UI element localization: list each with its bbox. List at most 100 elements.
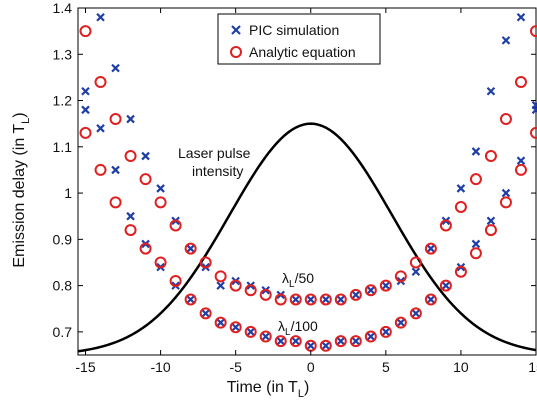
pic-point-stroke (141, 151, 150, 161)
y-tick-label: 1.3 (53, 46, 73, 62)
pic-point (396, 318, 406, 327)
pic-point-stroke (531, 107, 537, 115)
pic-point (471, 147, 481, 156)
pic-point-stroke (201, 309, 210, 318)
legend-marker-analytic (230, 46, 242, 58)
analytic-point (439, 219, 452, 232)
pic-point (426, 295, 436, 304)
analytic-point (169, 219, 182, 232)
pic-point-stroke (441, 281, 451, 290)
x-tick-label: 0 (307, 359, 315, 375)
pic-point-stroke (291, 295, 301, 304)
laser-pulse-layer (77, 122, 537, 353)
pic-point (261, 332, 270, 341)
analytic-point (379, 279, 392, 292)
annotation-curve-50: λL/50 (282, 270, 314, 290)
pic-point-stroke (96, 124, 105, 133)
analytic-point (319, 293, 332, 306)
x-tick-label: -5 (229, 359, 242, 375)
pic-point-stroke (396, 318, 406, 327)
pic-point (291, 295, 301, 304)
analytic-point (199, 256, 212, 269)
pic-point-stroke (336, 295, 346, 304)
pic-point (141, 151, 150, 161)
pic-point (186, 244, 195, 253)
pic-point-stroke (96, 12, 105, 22)
annotation-curve-100-lambda: λ (278, 318, 285, 334)
analytic-point (319, 339, 332, 352)
analytic-point (394, 316, 407, 329)
x-tick-label: 15 (528, 359, 537, 375)
pic-point-stroke (486, 216, 496, 226)
pic-point-stroke (321, 295, 331, 304)
analytic-point (214, 270, 227, 283)
legend-label-pic: PIC simulation (249, 22, 339, 38)
analytic-point (184, 293, 197, 306)
y-tick-label: 1.1 (53, 139, 73, 155)
x-axis-label-sub: L (298, 388, 304, 400)
analytic-point (229, 279, 242, 292)
x-axis-label-main: Time (in T (227, 379, 298, 396)
pic-point-stroke (366, 332, 376, 341)
pic-point-stroke (81, 105, 90, 115)
pic-point (381, 327, 391, 337)
y-tick-label: 0.9 (53, 231, 73, 247)
analytic-point (514, 163, 527, 176)
analytic-point (94, 76, 107, 89)
pic-point-stroke (111, 63, 120, 73)
annotation-curve-100-rest: /100 (291, 318, 318, 334)
plot-area (77, 7, 537, 356)
pic-point-stroke (306, 295, 316, 304)
x-axis-label: Time (in TL) (227, 379, 310, 400)
pic-point-stroke (126, 211, 135, 221)
legend-box (217, 13, 381, 65)
pic-point (276, 336, 285, 346)
pic-point (351, 290, 361, 300)
annotation-curve-50-rest: /50 (295, 270, 315, 286)
annotation-curve-50-sub: L (289, 279, 295, 290)
pic-point (516, 156, 526, 165)
pic-point (381, 281, 391, 290)
analytic-point (349, 335, 362, 348)
analytic-point (259, 288, 272, 301)
pic-point-stroke (501, 188, 511, 198)
plot-frame (77, 7, 537, 356)
annotation-curve-100-sub: L (285, 327, 291, 338)
analytic-point (499, 113, 512, 126)
pic-point (111, 63, 120, 73)
pic-point-stroke (471, 239, 481, 249)
analytic-point (334, 293, 347, 306)
analytic-point (334, 335, 347, 348)
legend: PIC simulation Analytic equation (217, 13, 381, 65)
pic-point-stroke (366, 285, 376, 295)
pic-point-stroke (231, 322, 240, 332)
analytic-point (154, 256, 167, 269)
analytic-point (214, 316, 227, 329)
pic-point (441, 281, 451, 290)
pic-point-stroke (516, 12, 526, 22)
axis-layer: -15 -10 -5 0 5 10 15 0.7 0.8 0.9 1 1.1 1.2 1.3 1.4 (53, 0, 537, 375)
pic-point (291, 336, 301, 346)
pic-point (201, 309, 210, 318)
annotation-pulse-line1: Laser pulse (178, 145, 251, 161)
analytic-point (79, 25, 92, 38)
pic-point (426, 244, 436, 253)
analytic-point (79, 126, 92, 139)
pic-point-stroke (456, 184, 466, 193)
pic-point (501, 188, 511, 198)
analytic-point (139, 242, 152, 255)
analytic-point (484, 150, 497, 163)
y-tick-label: 0.7 (53, 324, 73, 340)
analytic-point (364, 284, 377, 297)
pic-point (531, 105, 537, 115)
analytic-point (484, 224, 497, 237)
pic-point-stroke (216, 281, 225, 290)
x-tick-label: 5 (382, 359, 390, 375)
analytic-point (109, 113, 122, 126)
pic-point (501, 36, 511, 45)
pic-point-stroke (216, 318, 225, 327)
y-axis-label-main: Emission delay (in T (11, 124, 28, 268)
analytic-point (244, 284, 257, 297)
y-axis-label-close: ) (11, 112, 28, 117)
